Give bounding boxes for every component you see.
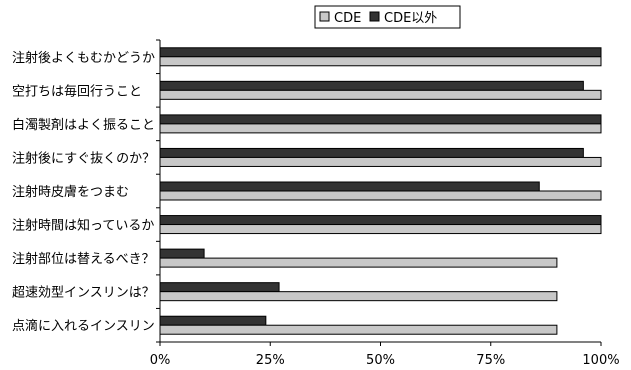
x-tick-label: 75%: [476, 353, 505, 368]
legend-label: CDE: [334, 11, 361, 26]
bar: [159, 315, 267, 326]
bar: [159, 114, 602, 125]
bar: [159, 89, 602, 100]
category-labels: 注射後よくもむかどうか空打ちは毎回行うこと白濁製剤はよく振ること注射後にすぐ抜く…: [12, 50, 155, 334]
bar: [159, 324, 558, 335]
bar: [159, 56, 602, 67]
bar: [159, 282, 280, 293]
bar: [159, 123, 602, 134]
bar: [159, 190, 602, 201]
bar: [159, 156, 602, 167]
bar: [159, 248, 205, 259]
category-label: 注射部位は替えるべき？: [12, 251, 155, 267]
x-tick-label: 50%: [366, 353, 395, 368]
category-label: 点滴に入れるインスリン: [12, 318, 155, 334]
bar: [159, 224, 602, 235]
axes: [156, 39, 602, 346]
legend: CDE CDE以外: [314, 5, 461, 29]
legend-swatch: [319, 11, 330, 22]
category-label: 注射時間は知っているか: [12, 218, 154, 234]
bar: [159, 47, 602, 58]
bar: [159, 215, 602, 226]
x-tick-label: 25%: [256, 353, 285, 368]
bar: [159, 147, 584, 158]
legend-swatch: [369, 11, 380, 22]
bars: [159, 47, 602, 335]
x-tick-labels: 0% 25% 50% 75% 100%: [150, 353, 620, 368]
bar: [159, 181, 540, 192]
category-label: 注射後よくもむかどうか: [12, 50, 155, 66]
category-label: 白濁製剤はよく振ること: [12, 117, 155, 133]
bar: [159, 80, 584, 91]
x-tick-label: 0%: [150, 353, 171, 368]
bar: [159, 257, 558, 268]
bar: [159, 291, 558, 302]
legend-label: CDE以外: [384, 11, 437, 26]
category-label: 超速効型インスリンは？: [12, 286, 155, 301]
category-label: 注射後にすぐ抜くのか？: [12, 150, 155, 166]
category-label: 空打ちは毎回行うこと: [12, 83, 142, 99]
legend-box: [314, 5, 461, 29]
category-label: 注射時皮膚をつまむ: [12, 184, 129, 200]
x-tick-label: 100%: [582, 353, 619, 368]
